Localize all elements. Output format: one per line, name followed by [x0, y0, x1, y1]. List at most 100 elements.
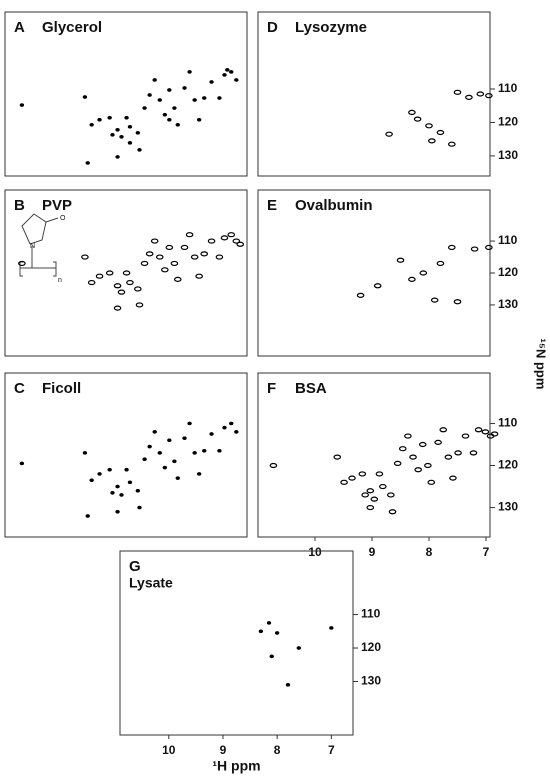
peak — [192, 98, 197, 102]
y-tick-label: 130 — [361, 674, 381, 688]
peak — [127, 480, 133, 485]
y-tick-label: 110 — [498, 416, 518, 430]
peak — [196, 472, 202, 476]
peak — [135, 302, 144, 308]
peak — [142, 106, 147, 110]
peak — [436, 129, 445, 136]
peak — [157, 98, 163, 102]
peak — [373, 283, 382, 289]
peak — [135, 130, 141, 135]
peak — [97, 472, 102, 476]
peak — [207, 238, 216, 244]
peak — [424, 462, 432, 469]
peak — [296, 646, 302, 650]
panel-title: Ficoll — [42, 380, 81, 397]
peak — [110, 132, 115, 137]
peak — [461, 433, 470, 439]
peak — [396, 257, 405, 263]
peak — [119, 134, 124, 139]
y-tick-label: 120 — [498, 265, 518, 279]
peak — [490, 431, 499, 437]
panel-title: Glycerol — [42, 19, 102, 36]
peak — [97, 117, 102, 122]
x-tick-label: 8 — [274, 743, 281, 757]
peak — [107, 115, 112, 120]
panel-letter: C — [14, 380, 25, 397]
x-tick-label: 10 — [308, 545, 322, 559]
peak — [434, 439, 442, 445]
peak — [82, 451, 88, 455]
panel-letter: A — [14, 19, 25, 36]
peak — [448, 244, 456, 251]
peak — [269, 654, 274, 659]
panel-title: Lysozyme — [295, 19, 367, 36]
peak — [234, 430, 239, 434]
peak — [167, 117, 172, 122]
peak — [448, 141, 456, 147]
peak — [192, 451, 197, 455]
peak — [222, 73, 227, 77]
peak — [87, 279, 96, 286]
peak — [167, 438, 172, 443]
panel-letter: F — [267, 380, 276, 397]
peak — [481, 429, 490, 435]
peak — [113, 305, 122, 311]
peak — [215, 254, 224, 260]
peak — [145, 251, 154, 257]
peak — [222, 425, 227, 430]
peak — [408, 276, 416, 282]
peak — [274, 631, 280, 635]
peak — [85, 514, 90, 518]
peak — [152, 430, 157, 434]
peak — [419, 270, 428, 276]
peak — [182, 436, 187, 441]
peak — [228, 70, 234, 74]
panel-letter: E — [267, 197, 277, 214]
peak — [187, 421, 192, 426]
peak — [209, 432, 214, 436]
peak — [220, 235, 229, 241]
peak — [187, 70, 192, 74]
x-tick-label: 7 — [328, 743, 335, 757]
peak — [388, 509, 397, 515]
peak — [439, 427, 448, 433]
y-tick-label: 110 — [498, 233, 518, 247]
peak — [134, 286, 142, 292]
peak — [413, 116, 422, 122]
peak — [427, 479, 436, 485]
peak — [172, 459, 177, 464]
peak — [340, 479, 348, 485]
peak — [170, 260, 179, 267]
peak — [469, 450, 478, 456]
x-tick-label: 7 — [483, 545, 490, 559]
peak — [137, 505, 142, 510]
panel-title: BSA — [295, 380, 327, 397]
peak — [117, 289, 126, 295]
x-axis-label: ¹H ppm — [212, 758, 260, 774]
peak — [175, 122, 181, 127]
peak — [329, 626, 334, 630]
peak — [361, 492, 369, 498]
peak — [436, 260, 445, 267]
y-tick-label: 120 — [498, 458, 518, 472]
peak — [201, 448, 207, 453]
panel-frame — [257, 372, 491, 538]
peak — [379, 483, 387, 490]
peak — [465, 94, 473, 100]
panel-letter: D — [267, 19, 278, 36]
peak — [107, 467, 112, 472]
peak — [89, 478, 94, 483]
peak — [142, 457, 147, 462]
peak — [127, 124, 133, 129]
peak — [266, 621, 272, 625]
peak — [155, 254, 164, 260]
x-tick-label: 10 — [162, 743, 176, 757]
peak — [81, 254, 89, 260]
panel-title: Lysate — [129, 575, 173, 591]
peak — [414, 467, 422, 473]
peak — [124, 115, 129, 120]
x-tick-label: 8 — [426, 545, 433, 559]
peak — [387, 492, 395, 498]
panel-frame — [257, 189, 491, 357]
x-tick-label: 9 — [369, 545, 376, 559]
